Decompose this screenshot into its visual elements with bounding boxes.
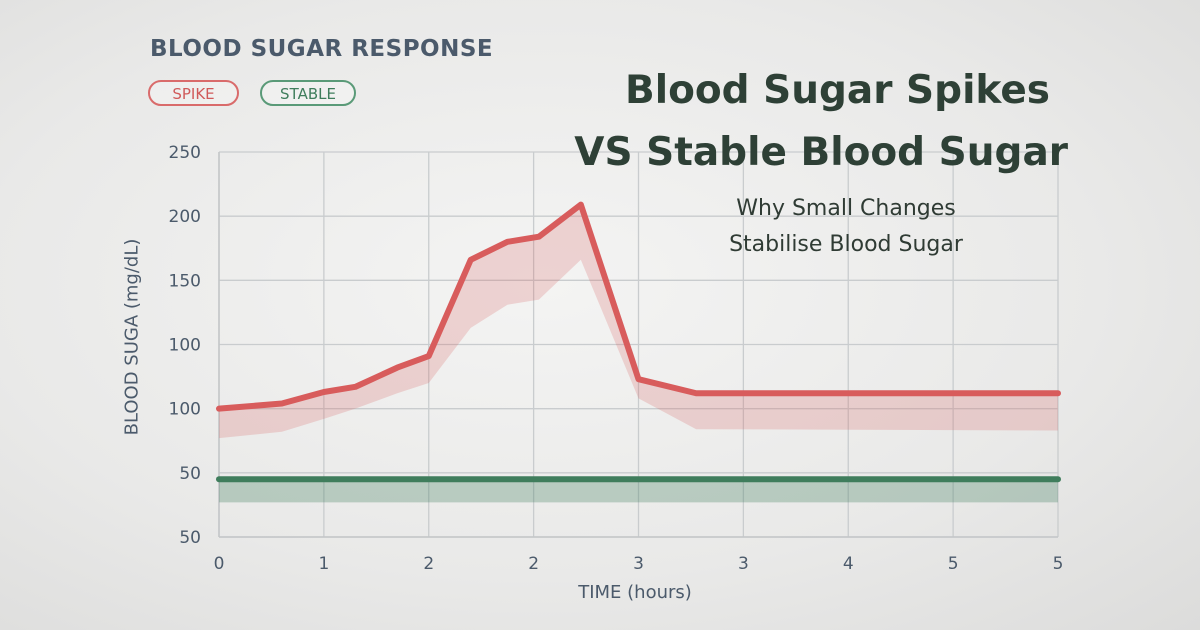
data-point-stable	[216, 476, 222, 482]
y-tick-label: 100	[169, 336, 201, 356]
chart-grid	[218, 151, 1059, 538]
y-tick-label: 50	[179, 528, 201, 548]
y-axis-ticks: 250 200 150 100 100 50 50	[169, 143, 201, 548]
chart-title: BLOOD SUGAR RESPONSE	[150, 36, 494, 62]
data-point-stable	[1055, 476, 1061, 482]
subtitle-line-1: Why Small Changes	[736, 196, 956, 221]
headline-line-2: VS Stable Blood Sugar	[574, 130, 1068, 175]
y-tick-label: 200	[169, 207, 201, 227]
data-point-stable	[536, 476, 542, 482]
data-point-spike	[216, 406, 222, 412]
data-point-stable	[321, 476, 327, 482]
x-tick-label: 5	[1053, 554, 1064, 574]
series-band-spike	[219, 204, 1058, 439]
data-point-stable	[426, 476, 432, 482]
data-point-spike	[504, 239, 510, 245]
data-point-spike	[578, 202, 584, 208]
data-point-stable	[468, 476, 474, 482]
data-point-stable	[394, 476, 400, 482]
legend-spike: SPIKE	[148, 80, 239, 106]
data-point-spike	[394, 365, 400, 371]
y-tick-label: 50	[179, 464, 201, 484]
subtitle-line-2: Stabilise Blood Sugar	[729, 232, 963, 257]
data-point-spike	[426, 353, 432, 359]
data-point-stable	[279, 476, 285, 482]
data-point-spike	[1055, 390, 1061, 396]
y-tick-label: 250	[169, 143, 201, 163]
data-point-stable	[693, 476, 699, 482]
data-point-stable	[578, 476, 584, 482]
x-tick-label: 3	[633, 554, 644, 574]
x-tick-label: 2	[423, 554, 434, 574]
x-tick-label: 1	[318, 554, 329, 574]
data-point-spike	[636, 376, 642, 382]
x-tick-label: 0	[214, 554, 225, 574]
x-axis-ticks: 0 1 2 2 3 3 4 5 5	[214, 554, 1064, 574]
x-axis-title: TIME (hours)	[578, 582, 692, 603]
headline-line-1: Blood Sugar Spikes	[624, 68, 1050, 113]
data-point-stable	[504, 476, 510, 482]
chart-lines	[216, 201, 1061, 483]
y-tick-label: 150	[169, 271, 201, 291]
x-tick-label: 4	[843, 554, 854, 574]
data-point-spike	[352, 384, 358, 390]
data-point-spike	[321, 389, 327, 395]
x-tick-label: 5	[948, 554, 959, 574]
y-axis-title: BLOOD SUGA (mg/dL)	[121, 238, 143, 436]
data-point-spike	[468, 257, 474, 263]
data-point-spike	[693, 390, 699, 396]
chart-bands	[219, 204, 1058, 503]
series-line-spike	[216, 201, 1061, 412]
x-tick-label: 2	[528, 554, 539, 574]
data-point-stable	[636, 476, 642, 482]
y-tick-label: 100	[169, 400, 201, 420]
legend-stable: STABLE	[260, 80, 356, 106]
series-band-stable	[219, 479, 1058, 503]
data-point-spike	[279, 401, 285, 407]
data-point-stable	[352, 476, 358, 482]
x-tick-label: 3	[738, 554, 749, 574]
data-point-spike	[536, 234, 542, 240]
